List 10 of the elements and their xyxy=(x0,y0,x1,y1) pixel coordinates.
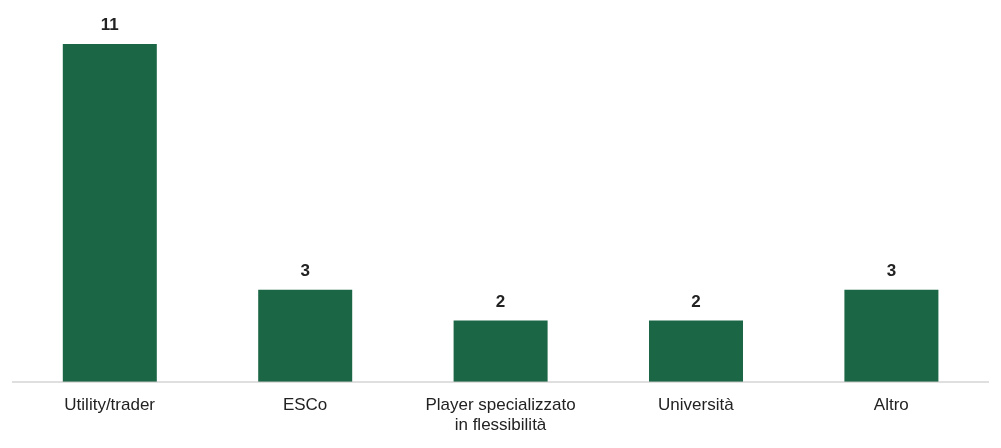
x-tick-label: Università xyxy=(658,395,735,414)
x-tick-label: ESCo xyxy=(282,395,328,414)
x-tick-label: Player specializzato in flessibilità xyxy=(425,395,576,434)
data-label: 11 xyxy=(100,15,119,34)
x-tick-label: Altro xyxy=(873,395,909,414)
data-label: 3 xyxy=(886,260,897,280)
data-label: 2 xyxy=(691,291,701,311)
data-label: 2 xyxy=(495,291,506,311)
x-tick-label: Utility/trader xyxy=(64,395,156,414)
data-label: 3 xyxy=(300,260,310,280)
